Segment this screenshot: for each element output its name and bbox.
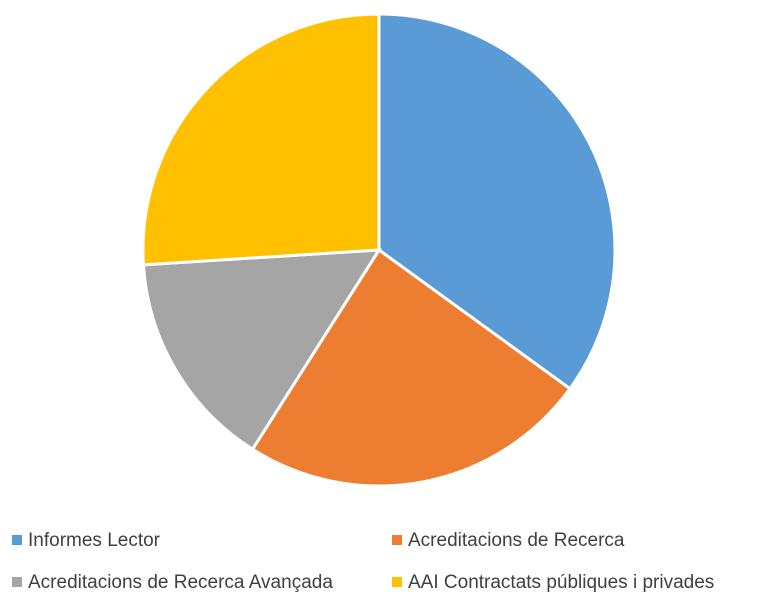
legend-label: Informes Lector — [28, 530, 161, 551]
pie-slice — [377, 12, 617, 391]
legend-label: Acreditacions de Recerca — [408, 530, 625, 551]
legend-swatch — [12, 535, 22, 545]
legend-swatch — [392, 535, 402, 545]
legend-label: Acreditacions de Recerca Avançada — [28, 572, 333, 593]
pie-slice — [141, 12, 381, 267]
legend-swatch — [12, 577, 22, 587]
pie-slice — [141, 248, 382, 452]
legend-label: AAI Contractats públiques i privades — [408, 572, 714, 593]
legend-swatch — [392, 577, 402, 587]
pie-slice — [250, 247, 573, 488]
